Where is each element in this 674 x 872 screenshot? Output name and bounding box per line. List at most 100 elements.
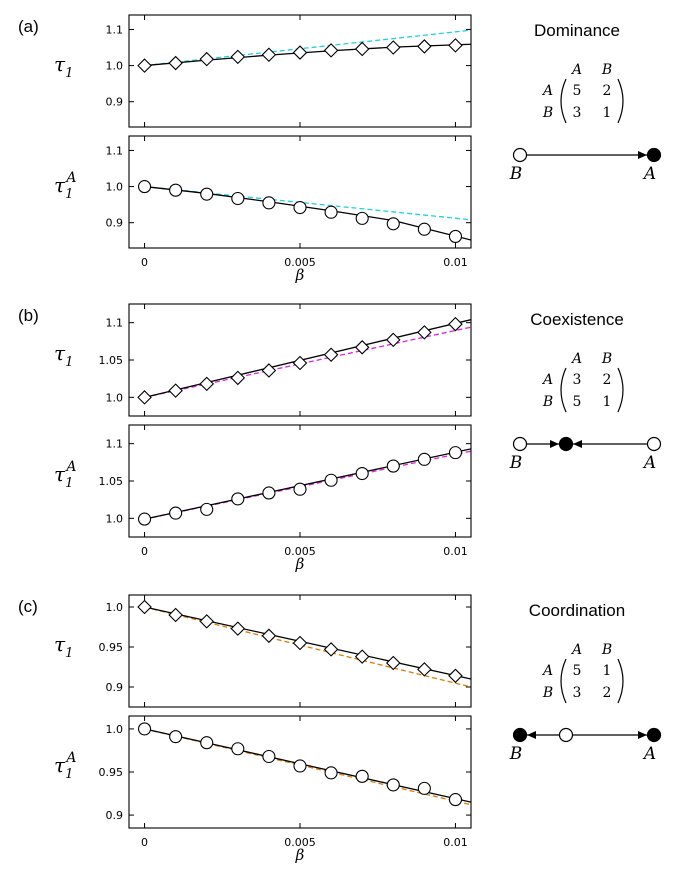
data-point xyxy=(199,51,215,67)
panel-title: Coexistence xyxy=(530,310,624,329)
data-point xyxy=(262,196,276,210)
x-tick-label: 0.005 xyxy=(284,836,316,849)
series-solid-line xyxy=(144,319,471,398)
y-axis-label: τ1 xyxy=(54,52,73,81)
y-tick-label: 0.9 xyxy=(106,681,124,694)
matrix-row-label: B xyxy=(542,394,553,410)
series-theory-dashed xyxy=(144,326,471,398)
data-point xyxy=(323,642,339,657)
data-point xyxy=(386,778,400,792)
subplot-0: τ1 0.9 1.0 1.1 xyxy=(54,14,472,128)
data-point xyxy=(448,316,463,332)
dynamics-label-left: B xyxy=(509,744,523,764)
data-point xyxy=(417,325,432,340)
series-theory-dashed xyxy=(144,185,471,221)
matrix-left-bracket xyxy=(560,367,567,413)
data-point xyxy=(169,506,183,520)
y-axis-label: τ1 xyxy=(54,341,73,370)
data-point xyxy=(448,446,463,460)
plot-area xyxy=(137,316,471,405)
dynamics-label-left: B xyxy=(509,164,523,184)
plot-area xyxy=(137,29,471,73)
matrix-right-bracket xyxy=(617,78,624,124)
series-solid-line xyxy=(144,448,471,520)
subplot-1: τ1A 1.0 1.05 1.1 xyxy=(54,424,472,538)
data-point xyxy=(386,459,400,473)
data-point xyxy=(168,55,183,71)
matrix-row-label: A xyxy=(541,83,553,99)
data-point xyxy=(292,45,308,60)
y-tick-label: 0.9 xyxy=(106,809,124,822)
x-tick-label: 0 xyxy=(141,256,148,269)
series-solid-line xyxy=(144,606,471,680)
plot-area xyxy=(137,599,471,688)
matrix-row-label: A xyxy=(541,372,553,388)
matrix-col-label: B xyxy=(601,351,612,367)
matrix-right-bracket xyxy=(617,367,624,413)
data-point xyxy=(200,502,214,516)
subplot-0: τ1 1.0 1.05 1.1 xyxy=(54,303,472,417)
panel-label: (c) xyxy=(18,597,38,616)
axes-frame xyxy=(128,303,472,417)
y-axis-label: τ1A xyxy=(54,750,76,782)
matrix-col-label: A xyxy=(570,62,582,78)
data-point xyxy=(448,793,463,807)
x-tick-label: 0.01 xyxy=(443,836,468,849)
data-point xyxy=(137,390,152,405)
matrix-col-label: B xyxy=(601,62,612,78)
unstable-point xyxy=(512,147,528,163)
y-tick-label: 1.1 xyxy=(106,438,124,451)
matrix-cell: 2 xyxy=(603,372,612,388)
axes-frame xyxy=(128,715,472,829)
payoff-matrix: A BA 5 1B 3 2 xyxy=(541,642,624,704)
matrix-cell: 1 xyxy=(603,663,612,679)
data-point xyxy=(354,340,370,355)
data-point xyxy=(261,628,277,644)
data-point xyxy=(323,347,339,363)
data-point xyxy=(137,512,152,526)
y-axis-label: τ1 xyxy=(54,632,73,661)
matrix-cell: 2 xyxy=(603,83,612,99)
matrix-cell: 2 xyxy=(603,685,612,701)
axes-frame xyxy=(128,14,472,128)
y-tick-label: 1.1 xyxy=(106,144,124,157)
stable-point xyxy=(646,147,662,163)
y-tick-label: 1.0 xyxy=(106,181,124,194)
data-point xyxy=(169,730,183,744)
matrix-row-label: B xyxy=(542,105,553,121)
x-axis-label: β xyxy=(295,846,305,864)
data-point xyxy=(448,38,463,53)
data-point xyxy=(168,607,183,623)
matrix-col-label: B xyxy=(601,642,612,658)
data-point xyxy=(231,742,245,756)
matrix-cell: 3 xyxy=(573,105,582,121)
data-point xyxy=(385,40,401,55)
subplot-1: τ1A 0.9 1.0 1.1 xyxy=(54,135,472,249)
panel-1: (b) Coexistence τ1 1.0 1.05 1.1 τ1A 1.0 1.05 1.1 0… xyxy=(18,303,662,573)
data-point xyxy=(199,376,215,392)
matrix-col-label: A xyxy=(570,351,582,367)
x-tick-label: 0 xyxy=(141,545,148,558)
plot-area xyxy=(137,180,471,243)
data-point xyxy=(262,486,276,500)
y-tick-label: 1.0 xyxy=(106,723,124,736)
x-axis-label: β xyxy=(295,266,305,284)
panel-label: (b) xyxy=(18,306,39,325)
data-point xyxy=(230,49,246,65)
payoff-matrix: A BA 5 2B 3 1 xyxy=(541,62,624,124)
subplot-1: τ1A 0.9 0.95 1.0 xyxy=(54,715,472,829)
y-tick-label: 1.1 xyxy=(106,23,124,36)
matrix-cell: 3 xyxy=(573,372,582,388)
data-point xyxy=(324,766,338,780)
x-tick-label: 0.005 xyxy=(284,256,316,269)
panel-title: Dominance xyxy=(534,21,620,40)
y-tick-label: 1.1 xyxy=(106,317,124,330)
data-point xyxy=(355,211,369,225)
plot-area xyxy=(137,446,471,526)
payoff-matrix: A BA 3 2B 5 1 xyxy=(541,351,624,413)
data-point xyxy=(137,58,152,73)
series-theory-dashed xyxy=(144,29,471,67)
subplot-0: τ1 0.9 0.95 1.0 xyxy=(54,594,472,708)
